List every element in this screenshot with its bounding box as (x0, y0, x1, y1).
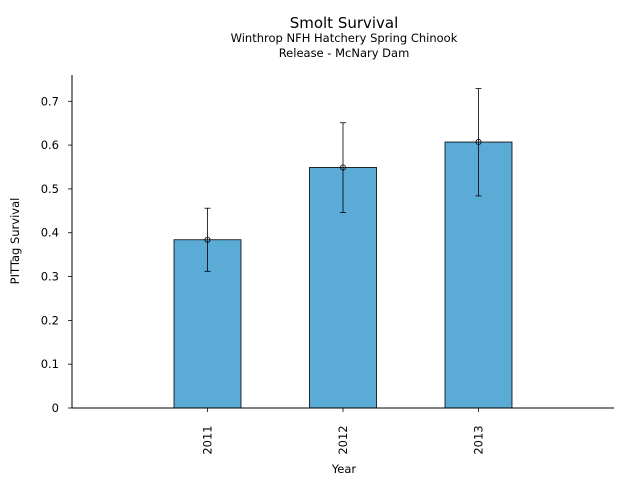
y-tick-label-3: 0.3 (41, 270, 59, 284)
y-tick-label-7: 0.7 (41, 94, 59, 108)
x-axis: 2011 2012 2013 (72, 407, 614, 455)
x-axis-label: Year (331, 462, 357, 476)
x-tick-label-2012: 2012 (336, 425, 350, 454)
chart-subtitle-line-2: Release - McNary Dam (279, 46, 410, 60)
point-marker-2013 (475, 139, 482, 146)
chart-title: Smolt Survival (290, 14, 399, 32)
x-tick-label-2013: 2013 (472, 425, 486, 454)
point-marker-2012 (339, 164, 346, 171)
y-axis: 0 0.1 0.2 0.3 0.4 0.5 0.6 0.7 (41, 75, 73, 415)
x-tick-label-2011: 2011 (201, 425, 215, 454)
y-axis-label: PITTag Survival (8, 198, 22, 285)
y-tick-label-1: 0.1 (41, 357, 59, 371)
y-tick-label-2: 0.2 (41, 313, 59, 327)
error-bars-group (204, 88, 482, 272)
y-tick-label-6: 0.6 (41, 138, 59, 152)
chart-subtitle-line-1: Winthrop NFH Hatchery Spring Chinook (231, 31, 458, 45)
y-tick-label-4: 0.4 (41, 226, 59, 240)
point-marker-2011 (204, 236, 211, 243)
y-tick-label-0: 0 (52, 401, 59, 415)
y-tick-label-5: 0.5 (41, 182, 59, 196)
